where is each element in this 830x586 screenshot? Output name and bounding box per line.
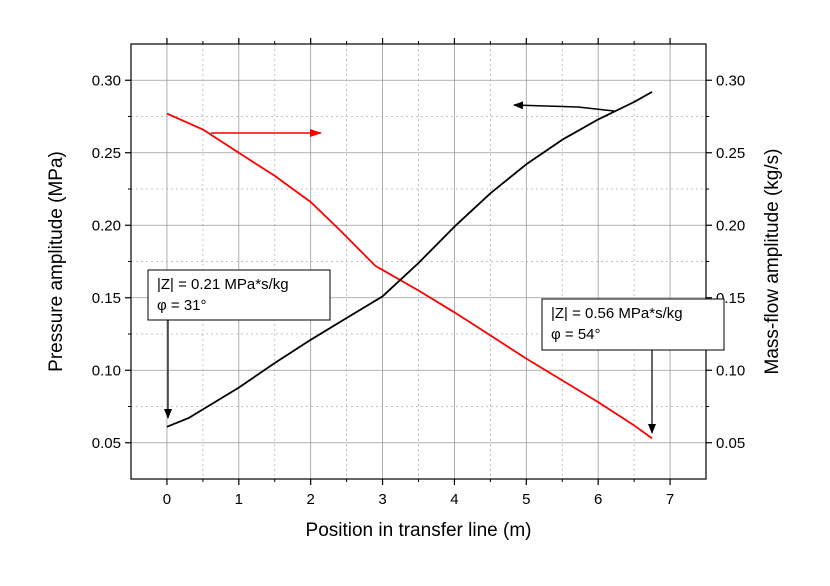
left-y-tick-label: 0.25 bbox=[92, 145, 121, 162]
x-tick-label: 5 bbox=[522, 491, 530, 508]
annotation-text: |Z| = 0.56 MPa*s/kg bbox=[551, 305, 683, 322]
right-y-axis-title: Mass-flow amplitude (kg/s) bbox=[762, 149, 783, 375]
x-tick-label: 7 bbox=[666, 491, 674, 508]
x-tick-label: 0 bbox=[163, 491, 171, 508]
left-y-tick-label: 0.30 bbox=[92, 72, 121, 89]
x-tick-label: 1 bbox=[235, 491, 243, 508]
right-y-tick-label: 0.20 bbox=[716, 217, 745, 234]
right-y-tick-label: 0.05 bbox=[716, 435, 745, 452]
x-tick-label: 6 bbox=[594, 491, 602, 508]
annotation-box-start: |Z| = 0.21 MPa*s/kg φ = 31° bbox=[147, 269, 331, 419]
left-y-tick-label: 0.15 bbox=[92, 290, 121, 307]
series-layer bbox=[166, 91, 653, 440]
annotations: |Z| = 0.21 MPa*s/kg φ = 31° |Z| = 0.56 MPa… bbox=[147, 101, 725, 434]
pressure-series-line bbox=[166, 112, 653, 440]
mass-flow-series-line bbox=[166, 91, 653, 428]
right-y-tick-label: 0.10 bbox=[716, 362, 745, 379]
x-axis-title: Position in transfer line (m) bbox=[306, 520, 532, 541]
annotation-text: φ = 54° bbox=[551, 326, 601, 343]
x-tick-label: 2 bbox=[307, 491, 315, 508]
annotation-text: |Z| = 0.21 MPa*s/kg bbox=[157, 276, 289, 293]
left-y-tick-label: 0.10 bbox=[92, 362, 121, 379]
left-y-axis-title: Pressure amplitude (MPa) bbox=[46, 151, 67, 372]
annotation-text: φ = 31° bbox=[157, 297, 207, 314]
x-tick-label: 3 bbox=[378, 491, 386, 508]
left-y-tick-label: 0.20 bbox=[92, 217, 121, 234]
right-y-tick-label: 0.30 bbox=[716, 72, 745, 89]
x-tick-label: 4 bbox=[450, 491, 458, 508]
annotation-box-end: |Z| = 0.56 MPa*s/kg φ = 54° bbox=[541, 298, 725, 434]
right-y-tick-label: 0.25 bbox=[716, 145, 745, 162]
left-y-tick-label: 0.05 bbox=[92, 435, 121, 452]
annotation-box-border bbox=[541, 298, 725, 351]
left-axis-pointer-arrow bbox=[513, 101, 615, 112]
annotation-box-border bbox=[147, 269, 331, 321]
ticks: 0 1 2 3 4 5 6 70.05 0.050.10 0.100.15 0.150.20 0.20… bbox=[92, 38, 745, 508]
